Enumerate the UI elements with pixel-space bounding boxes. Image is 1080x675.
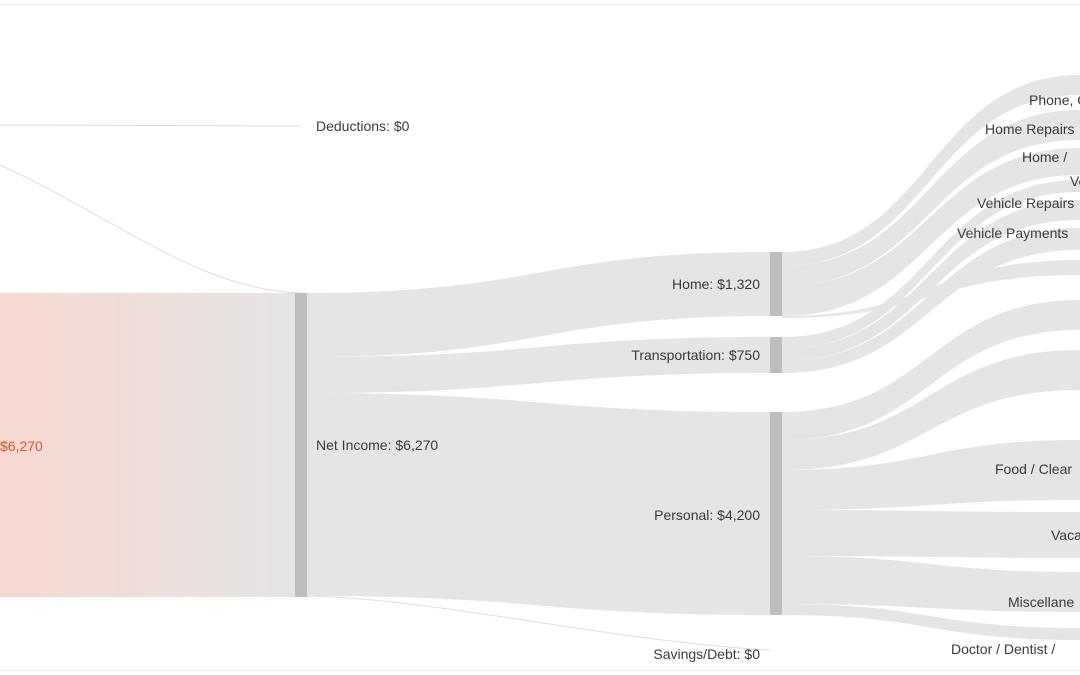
flow-net-to-personal: [307, 393, 770, 615]
flow-personal-to-doctor: [782, 604, 1080, 640]
flow-home-to-home-repairs: [782, 110, 1080, 286]
frame-top-rule: [0, 4, 1080, 5]
label-doctor-dentist: Doctor / Dentist /: [951, 641, 1055, 657]
label-food-cleaning: Food / Clear: [995, 461, 1072, 477]
label-home-other: Home /: [1022, 149, 1067, 165]
flow-transport-to-vehicle-payments: [782, 228, 1080, 373]
label-home-repairs: Home Repairs: [985, 121, 1074, 137]
label-net-income: Net Income: $6,270: [316, 437, 438, 453]
flow-personal-to-upper-2: [782, 350, 1080, 470]
flow-gross-to-deductions: [0, 124, 301, 127]
flow-home-to-home-other: [782, 148, 1080, 316]
label-home: Home: $1,320: [672, 276, 760, 292]
label-vacation: Vaca: [1051, 527, 1080, 543]
label-personal: Personal: $4,200: [654, 507, 760, 523]
flow-net-to-savings: [306, 595, 771, 651]
flow-personal-to-food: [782, 440, 1080, 510]
gross-income-flow-band: [0, 293, 296, 597]
label-transportation: Transportation: $750: [631, 347, 760, 363]
flow-personal-to-miscellaneous: [782, 556, 1080, 612]
flow-personal-to-vacation: [782, 510, 1080, 558]
node-transportation[interactable]: [770, 337, 782, 373]
label-vehicle-repairs: Vehicle Repairs: [977, 195, 1074, 211]
flow-net-to-home: [307, 252, 770, 357]
label-vehicle-payments: Vehicle Payments: [957, 225, 1068, 241]
frame-bottom-rule: [0, 670, 1080, 671]
flow-net-to-transportation: [307, 337, 770, 393]
flow-personal-to-upper-1: [782, 300, 1080, 440]
flow-transport-to-vehicle-short: [782, 180, 1080, 349]
label-miscellaneous: Miscellane: [1008, 594, 1074, 610]
node-home[interactable]: [770, 252, 782, 316]
flow-transport-to-vehicle-repairs: [782, 200, 1080, 361]
label-deductions: Deductions: $0: [316, 118, 410, 134]
label-vehicle-short: Ve: [1070, 173, 1080, 189]
node-net-income[interactable]: [295, 293, 307, 597]
label-savings-debt: Savings/Debt: $0: [653, 646, 760, 662]
node-personal[interactable]: [770, 412, 782, 615]
flow-home-to-phone: [782, 75, 1080, 266]
flow-thin-upper: [0, 164, 301, 294]
label-gross-income: $6,270: [0, 438, 43, 454]
label-phone: Phone, C: [1029, 92, 1080, 108]
